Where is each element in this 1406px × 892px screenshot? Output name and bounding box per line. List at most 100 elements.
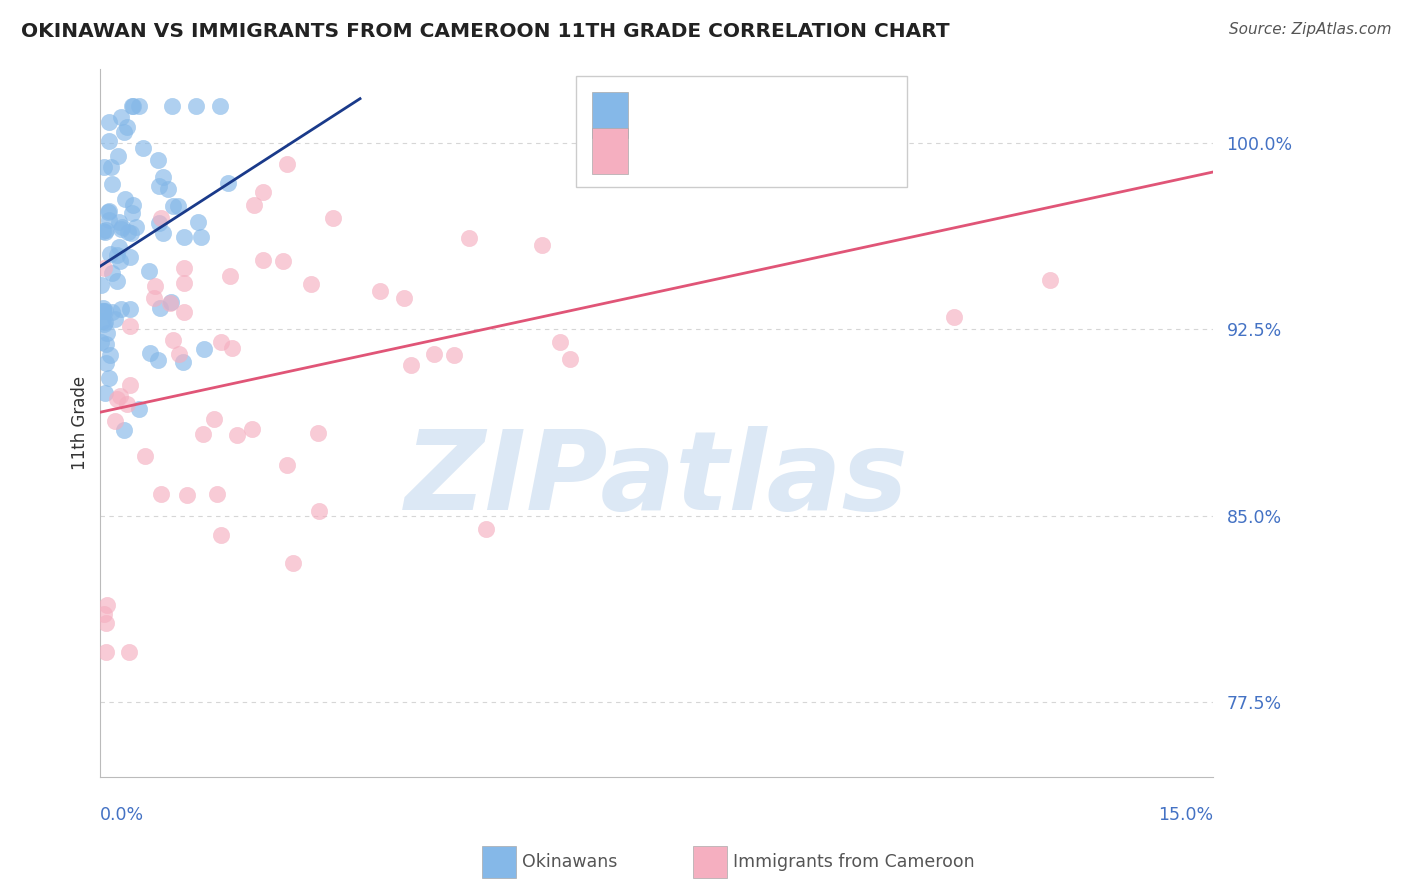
Point — [162, 334, 184, 348]
Text: OKINAWAN VS IMMIGRANTS FROM CAMEROON 11TH GRADE CORRELATION CHART: OKINAWAN VS IMMIGRANTS FROM CAMEROON 11T… — [21, 22, 949, 41]
Point — [94, 645, 117, 659]
Point — [122, 99, 145, 113]
Point — [162, 99, 184, 113]
Point — [98, 348, 121, 362]
Y-axis label: 11th Grade: 11th Grade — [72, 376, 89, 469]
Point — [143, 291, 166, 305]
Point — [97, 205, 120, 219]
Point — [173, 261, 195, 276]
Point — [98, 247, 121, 261]
Point — [167, 346, 190, 360]
Point — [190, 230, 212, 244]
Point — [93, 607, 115, 621]
Point — [104, 414, 127, 428]
Point — [105, 248, 128, 262]
Point — [193, 342, 215, 356]
Point — [91, 304, 114, 318]
Point — [146, 353, 169, 368]
Point — [299, 277, 322, 291]
Point — [173, 277, 195, 291]
Point — [209, 528, 232, 542]
Point — [322, 211, 344, 225]
Point — [110, 111, 132, 125]
Point — [243, 198, 266, 212]
Point — [93, 315, 115, 329]
Text: ZIPatlas: ZIPatlas — [405, 425, 908, 533]
Point — [150, 211, 173, 225]
Point — [93, 161, 115, 175]
Point — [105, 274, 128, 288]
Point — [131, 141, 153, 155]
Point — [125, 219, 148, 234]
Text: R =  0.182: R = 0.182 — [637, 140, 733, 158]
Point — [225, 428, 247, 442]
Point — [209, 99, 232, 113]
Point — [191, 426, 214, 441]
Point — [118, 301, 141, 316]
Point — [93, 317, 115, 331]
Point — [98, 213, 121, 227]
Point — [122, 197, 145, 211]
Point — [112, 423, 135, 437]
Point — [162, 199, 184, 213]
Point — [121, 99, 143, 113]
Point — [281, 556, 304, 570]
Point — [91, 304, 114, 318]
Point — [108, 389, 131, 403]
Point — [90, 278, 112, 293]
Point — [401, 359, 423, 373]
Point — [110, 222, 132, 236]
Point — [307, 425, 329, 440]
Point — [160, 295, 183, 310]
Point — [139, 346, 162, 360]
Point — [91, 224, 114, 238]
Point — [134, 449, 156, 463]
Point — [115, 120, 138, 135]
Point — [97, 204, 120, 219]
Point — [443, 348, 465, 362]
Text: 0.0%: 0.0% — [100, 806, 145, 824]
Point — [271, 253, 294, 268]
Point — [152, 169, 174, 184]
Point — [96, 326, 118, 341]
Point — [143, 278, 166, 293]
Text: 15.0%: 15.0% — [1159, 806, 1213, 824]
Point — [96, 356, 118, 370]
Point — [110, 302, 132, 317]
Point — [101, 266, 124, 280]
Point — [118, 645, 141, 659]
Point — [252, 185, 274, 199]
Point — [94, 385, 117, 400]
Point — [217, 176, 239, 190]
Point — [100, 160, 122, 174]
Point — [531, 237, 554, 252]
Point — [209, 334, 232, 349]
Text: N = 57: N = 57 — [754, 140, 817, 158]
Point — [942, 310, 965, 324]
Point — [308, 503, 330, 517]
Point — [368, 284, 391, 298]
Point — [90, 335, 112, 350]
Point — [98, 134, 121, 148]
Point — [187, 214, 209, 228]
Point — [148, 178, 170, 193]
Text: N = 78: N = 78 — [754, 104, 817, 122]
Point — [276, 458, 298, 472]
Point — [107, 149, 129, 163]
Point — [205, 487, 228, 501]
Point — [138, 264, 160, 278]
Point — [108, 240, 131, 254]
Point — [458, 230, 481, 244]
Point — [105, 392, 128, 406]
Point — [101, 305, 124, 319]
Point — [184, 99, 207, 113]
Point — [276, 157, 298, 171]
Point — [128, 99, 150, 113]
Point — [98, 371, 121, 385]
Point — [118, 377, 141, 392]
Point — [93, 260, 115, 275]
Point — [148, 216, 170, 230]
Point — [121, 206, 143, 220]
Point — [202, 411, 225, 425]
Point — [176, 488, 198, 502]
